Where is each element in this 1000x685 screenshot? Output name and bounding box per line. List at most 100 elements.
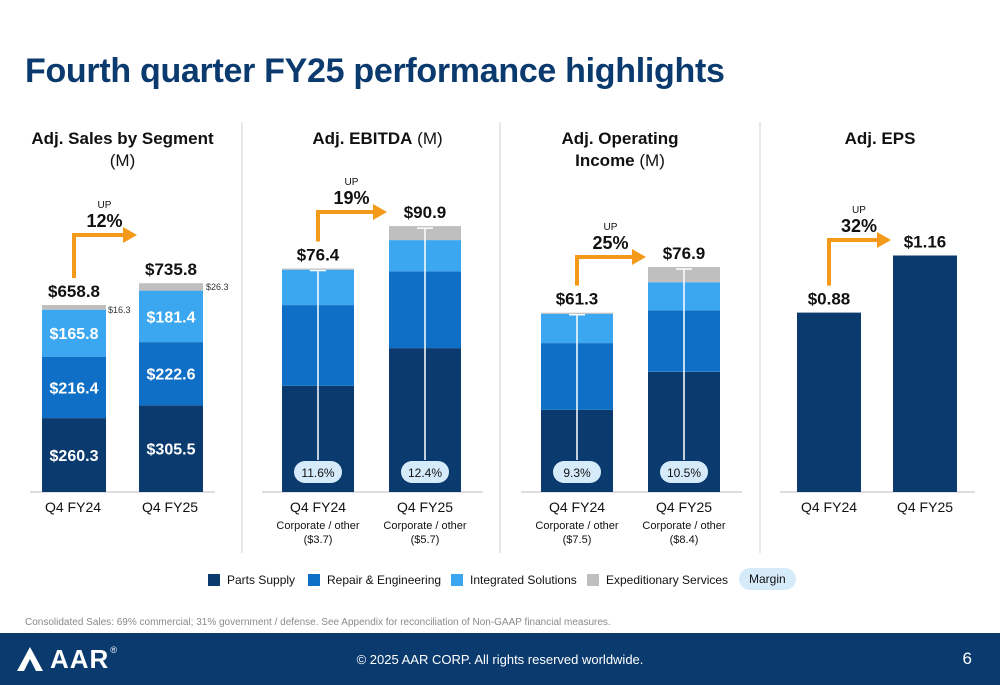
legend-item-repair-engineering: Repair & Engineering — [308, 568, 441, 592]
growth-up-label: UP — [604, 222, 618, 233]
bar-segment — [42, 418, 106, 492]
corporate-other-label: Corporate / other — [535, 520, 618, 532]
bar-total-label: $658.8 — [48, 282, 100, 301]
legend-swatch — [308, 574, 320, 586]
margin-value-label: 9.3% — [563, 466, 591, 480]
growth-arrowhead — [123, 227, 137, 243]
panel-title-ebitda-text: Adj. EBITDA — [312, 129, 413, 148]
legend-item-parts-supply: Parts Supply — [208, 568, 295, 592]
panel-title-operating-income: Adj. Operating Income (M) — [545, 128, 695, 172]
margin-pill — [660, 461, 708, 483]
footer: AAR ® © 2025 AAR CORP. All rights reserv… — [0, 633, 1000, 685]
margin-pill — [294, 461, 342, 483]
legend-label: Integrated Solutions — [470, 573, 577, 587]
segment-value-label: $165.8 — [50, 326, 99, 343]
bar-segment — [42, 309, 106, 357]
growth-up-label: UP — [345, 177, 359, 188]
growth-arrowhead — [632, 249, 646, 265]
category-tick-label: Q4 FY25 — [656, 499, 712, 515]
segment-value-label: $260.3 — [50, 448, 99, 465]
margin-value-label: 10.5% — [667, 466, 701, 480]
segment-value-label: $305.5 — [147, 442, 196, 459]
panel-title-sales: Adj. Sales by Segment (M) — [30, 128, 215, 172]
growth-up-label: UP — [98, 200, 112, 211]
panel-title-eps: Adj. EPS — [790, 128, 970, 150]
growth-arrow — [827, 238, 879, 286]
bar-segment — [797, 312, 861, 492]
legend-label: Parts Supply — [227, 573, 296, 587]
legend-label: Repair & Engineering — [327, 573, 442, 587]
charts-canvas: $260.3 $216.4 $165.8 $16.3 $658.8 Q4 FY24 $305… — [30, 122, 975, 553]
panel-title-eps-text: Adj. EPS — [844, 129, 916, 148]
growth-up-label: UP — [852, 205, 866, 216]
bar-total-label: $735.8 — [145, 260, 197, 279]
bar-total-label: $61.3 — [556, 290, 599, 309]
legend-swatch — [587, 574, 599, 586]
legend-item-expeditionary-services: Expeditionary Services — [587, 568, 728, 592]
bar-segment — [42, 356, 106, 419]
growth-arrow — [575, 255, 634, 286]
aar-logo-icon — [17, 647, 43, 671]
segment-value-label: $216.4 — [50, 380, 99, 397]
legend-swatch — [208, 574, 220, 586]
category-tick-label: Q4 FY24 — [549, 499, 605, 515]
margin-pill — [401, 461, 449, 483]
page-number: 6 — [962, 649, 972, 668]
legend-margin-pill: Margin — [739, 568, 796, 590]
bar-segment — [139, 405, 203, 492]
legend-item-integrated-solutions: Integrated Solutions — [451, 568, 577, 592]
category-tick-label: Q4 FY25 — [897, 499, 953, 515]
bar-total-label: $0.88 — [808, 290, 851, 309]
panel-title-ebitda: Adj. EBITDA (M) — [265, 128, 490, 150]
bar-segment — [42, 305, 106, 310]
category-tick-label: Q4 FY24 — [45, 499, 101, 515]
panel-title-ebitda-unit: (M) — [417, 129, 443, 148]
growth-percent-label: 19% — [333, 188, 369, 208]
category-tick-label: Q4 FY25 — [142, 499, 198, 515]
aar-logo: AAR ® — [16, 643, 117, 674]
bar-total-label: $76.4 — [297, 246, 340, 265]
segment-value-label: $16.3 — [108, 305, 131, 315]
legend-label: Expeditionary Services — [606, 573, 729, 587]
category-tick-label: Q4 FY24 — [290, 499, 346, 515]
bar-segment — [139, 283, 203, 291]
corporate-other-label: Corporate / other — [383, 520, 466, 532]
legend-swatch — [451, 574, 463, 586]
corporate-other-value: ($8.4) — [670, 534, 699, 546]
bar-segment — [893, 255, 957, 492]
legend: Parts Supply Repair & Engineering Integr… — [0, 568, 1000, 592]
corporate-other-label: Corporate / other — [276, 520, 359, 532]
segment-value-label: $222.6 — [147, 367, 196, 384]
bar-total-label: $1.16 — [904, 233, 947, 252]
category-tick-label: Q4 FY25 — [397, 499, 453, 515]
growth-percent-label: 25% — [592, 233, 628, 253]
bar-total-label: $90.9 — [404, 203, 447, 222]
margin-pill — [553, 461, 601, 483]
bar-segment — [139, 290, 203, 343]
registered-mark: ® — [110, 645, 117, 655]
category-tick-label: Q4 FY24 — [801, 499, 857, 515]
margin-value-label: 11.6% — [301, 466, 334, 480]
growth-percent-label: 32% — [841, 216, 877, 236]
corporate-other-value: ($3.7) — [304, 534, 333, 546]
bar-segment — [282, 268, 354, 270]
corporate-other-value: ($5.7) — [411, 534, 440, 546]
bar-segment — [541, 312, 613, 314]
panel-title-operating-income-unit: (M) — [639, 151, 665, 170]
panel-title-sales-text: Adj. Sales by Segment — [31, 129, 214, 148]
growth-arrow — [316, 210, 375, 242]
bar-segment — [139, 342, 203, 406]
segment-value-label: $181.4 — [147, 309, 196, 326]
growth-arrow — [72, 233, 125, 279]
panel-title-operating-income-text: Adj. Operating Income — [561, 129, 679, 170]
copyright: © 2025 AAR CORP. All rights reserved wor… — [356, 652, 644, 667]
slide-title: Fourth quarter FY25 performance highligh… — [25, 52, 725, 90]
margin-value-label: 12.4% — [408, 466, 442, 480]
segment-value-label: $26.3 — [206, 282, 229, 292]
panel-title-sales-unit: (M) — [109, 151, 136, 170]
growth-arrowhead — [877, 232, 891, 248]
footnote: Consolidated Sales: 69% commercial; 31% … — [25, 617, 611, 628]
aar-logo-text: AAR — [50, 643, 110, 674]
growth-arrowhead — [373, 204, 387, 220]
bar-total-label: $76.9 — [663, 244, 706, 263]
